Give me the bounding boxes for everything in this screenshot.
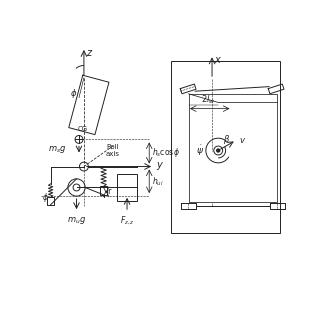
Text: $\dot{\psi}$: $\dot{\psi}$ bbox=[196, 143, 204, 157]
Text: $\phi$: $\phi$ bbox=[70, 87, 78, 100]
Text: z: z bbox=[86, 48, 91, 58]
Text: $\phi$: $\phi$ bbox=[42, 191, 49, 204]
Text: Roll
axis: Roll axis bbox=[106, 144, 120, 157]
Text: $2l_w$: $2l_w$ bbox=[201, 94, 215, 106]
Text: $h_s\cos\phi$: $h_s\cos\phi$ bbox=[152, 147, 181, 159]
Text: r: r bbox=[107, 187, 111, 196]
Text: v: v bbox=[239, 136, 244, 145]
Text: x: x bbox=[214, 55, 220, 65]
Text: CG: CG bbox=[77, 126, 87, 132]
Text: $F_{z,z}$: $F_{z,z}$ bbox=[120, 215, 134, 227]
Text: y: y bbox=[156, 160, 162, 170]
Text: $\beta$: $\beta$ bbox=[223, 133, 230, 146]
Circle shape bbox=[217, 149, 220, 152]
Text: $h_{ui}$: $h_{ui}$ bbox=[152, 175, 164, 188]
Text: $m_sg$: $m_sg$ bbox=[48, 143, 66, 155]
Text: $m_ug$: $m_ug$ bbox=[67, 215, 86, 226]
